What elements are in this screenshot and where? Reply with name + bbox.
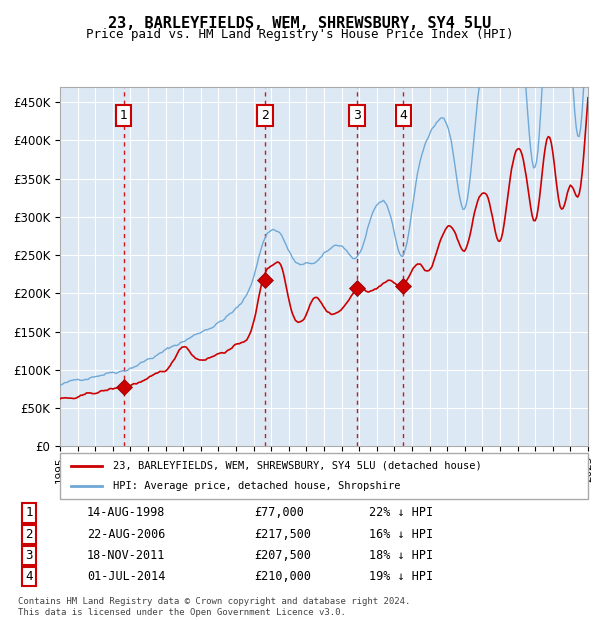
Text: £217,500: £217,500 — [254, 528, 311, 541]
Text: 18% ↓ HPI: 18% ↓ HPI — [369, 549, 433, 562]
Text: Price paid vs. HM Land Registry's House Price Index (HPI): Price paid vs. HM Land Registry's House … — [86, 28, 514, 41]
Text: £207,500: £207,500 — [254, 549, 311, 562]
Text: 3: 3 — [26, 549, 33, 562]
FancyBboxPatch shape — [60, 453, 588, 499]
Text: 1: 1 — [120, 109, 128, 122]
Text: 3: 3 — [353, 109, 361, 122]
Text: 23, BARLEYFIELDS, WEM, SHREWSBURY, SY4 5LU: 23, BARLEYFIELDS, WEM, SHREWSBURY, SY4 5… — [109, 16, 491, 30]
Text: HPI: Average price, detached house, Shropshire: HPI: Average price, detached house, Shro… — [113, 481, 400, 491]
Text: £210,000: £210,000 — [254, 570, 311, 583]
Text: 01-JUL-2014: 01-JUL-2014 — [87, 570, 165, 583]
Text: £77,000: £77,000 — [254, 507, 304, 520]
Text: Contains HM Land Registry data © Crown copyright and database right 2024.
This d: Contains HM Land Registry data © Crown c… — [18, 598, 410, 617]
Text: 2: 2 — [26, 528, 33, 541]
Text: 23, BARLEYFIELDS, WEM, SHREWSBURY, SY4 5LU (detached house): 23, BARLEYFIELDS, WEM, SHREWSBURY, SY4 5… — [113, 461, 482, 471]
Text: 16% ↓ HPI: 16% ↓ HPI — [369, 528, 433, 541]
Text: 18-NOV-2011: 18-NOV-2011 — [87, 549, 165, 562]
Text: 4: 4 — [399, 109, 407, 122]
Text: 19% ↓ HPI: 19% ↓ HPI — [369, 570, 433, 583]
Text: 1: 1 — [26, 507, 33, 520]
Text: 4: 4 — [26, 570, 33, 583]
Text: 2: 2 — [261, 109, 269, 122]
Text: 14-AUG-1998: 14-AUG-1998 — [87, 507, 165, 520]
Text: 22-AUG-2006: 22-AUG-2006 — [87, 528, 165, 541]
Text: 22% ↓ HPI: 22% ↓ HPI — [369, 507, 433, 520]
